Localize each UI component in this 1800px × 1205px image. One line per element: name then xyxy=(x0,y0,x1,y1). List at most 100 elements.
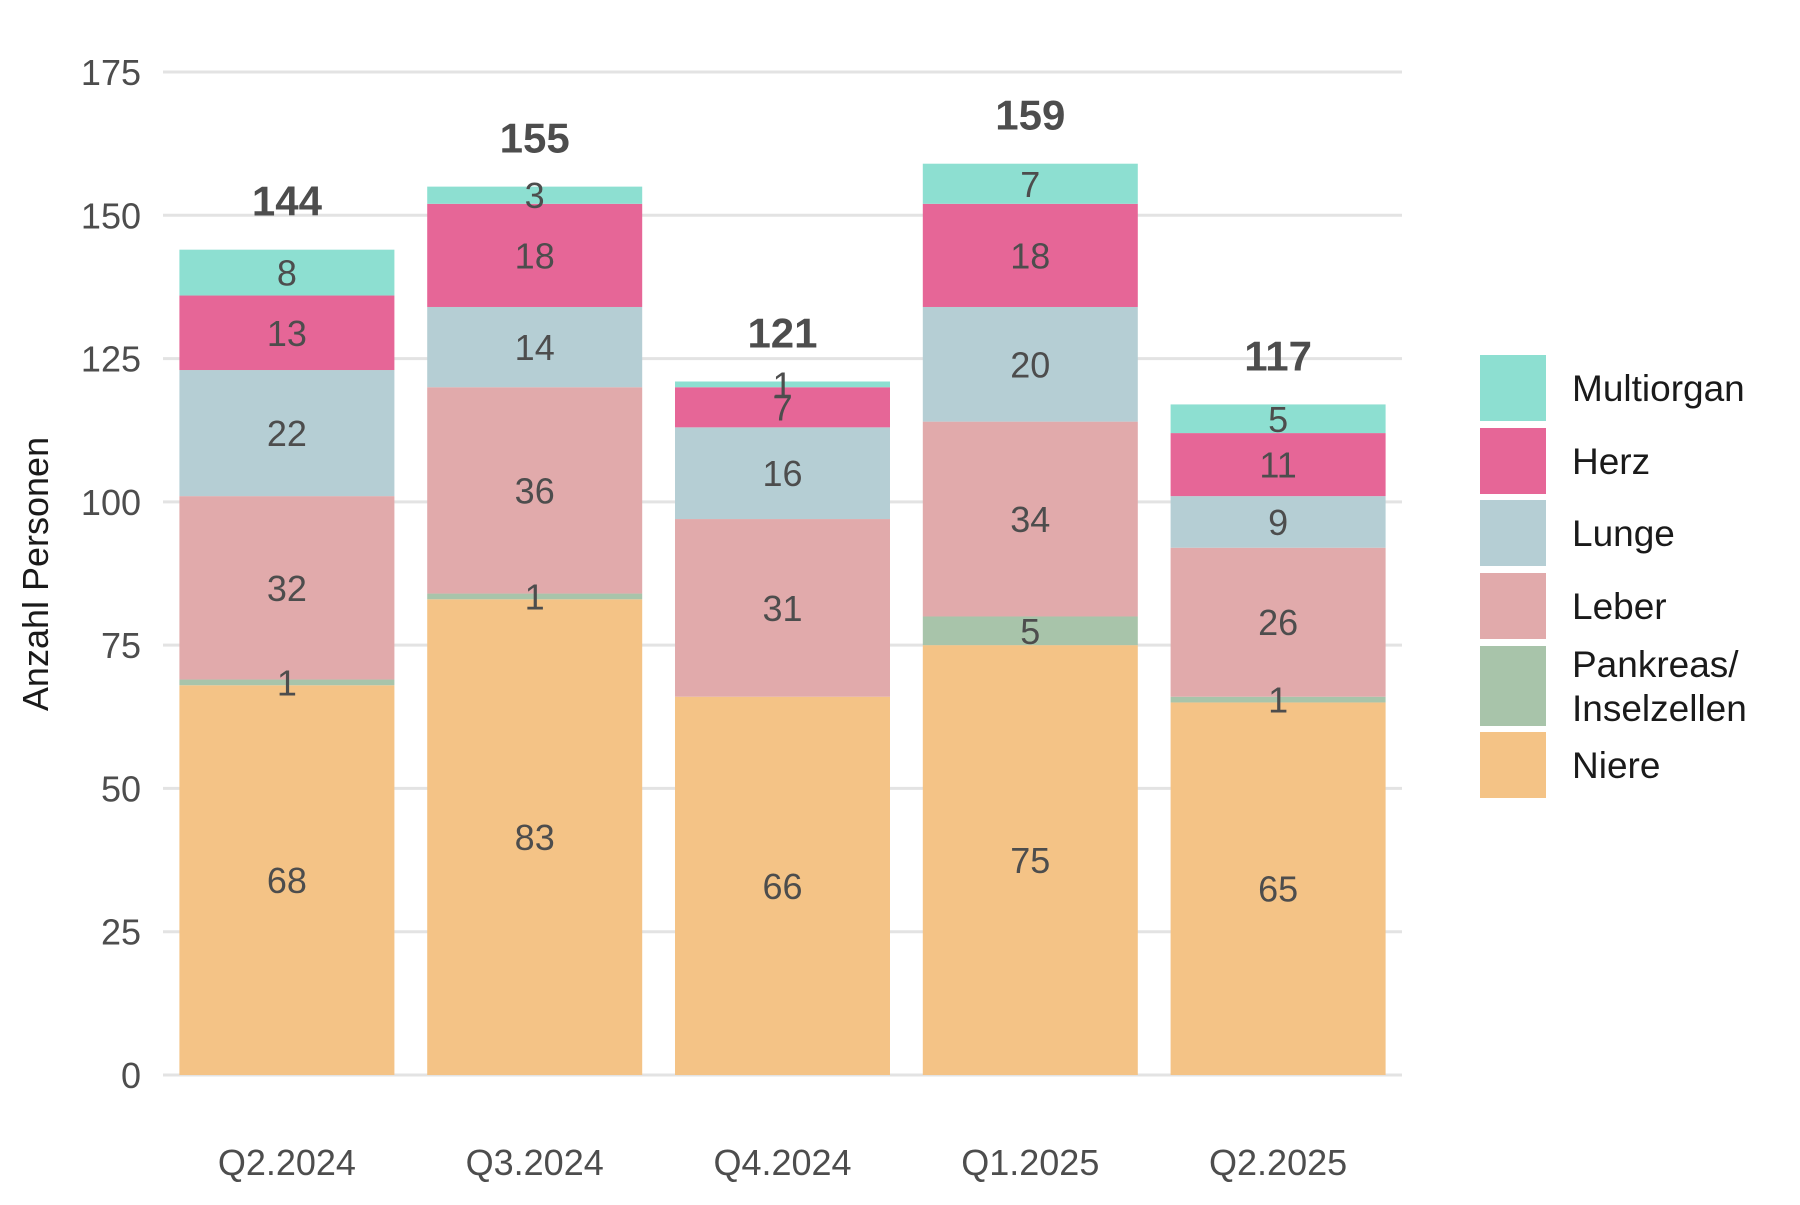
segment-value-label: 7 xyxy=(1020,164,1040,205)
bar-segment xyxy=(675,519,890,697)
bar-segment xyxy=(922,645,1138,1075)
x-tick-label: Q4.2024 xyxy=(713,1142,851,1183)
bar-total-label: 144 xyxy=(252,178,323,225)
legend-label: Inselzellen xyxy=(1572,688,1747,729)
bar-segment xyxy=(1170,547,1386,697)
bar-segment xyxy=(675,427,890,520)
legend-label: Niere xyxy=(1572,745,1660,786)
x-tick-label: Q2.2024 xyxy=(218,1142,356,1183)
y-tick-label: 0 xyxy=(121,1055,141,1096)
segment-value-label: 22 xyxy=(267,413,307,454)
segment-value-label: 66 xyxy=(762,866,802,907)
bar-segment xyxy=(922,421,1138,617)
segment-value-label: 1 xyxy=(525,576,545,617)
y-tick-label: 75 xyxy=(101,625,141,666)
bar-segment xyxy=(179,679,395,686)
bar-segment xyxy=(1170,702,1386,1075)
bar-total-label: 159 xyxy=(995,92,1065,139)
segment-value-label: 34 xyxy=(1010,499,1050,540)
y-tick-label: 175 xyxy=(81,52,141,93)
bar-segment xyxy=(427,306,643,388)
legend-item: Multiorgan xyxy=(1480,355,1745,421)
legend-label: Lunge xyxy=(1572,513,1675,554)
bar-segment xyxy=(1170,404,1386,434)
segment-value-label: 65 xyxy=(1258,869,1298,910)
y-tick-label: 25 xyxy=(101,912,141,953)
legend-swatch xyxy=(1480,355,1546,421)
bars-layer xyxy=(179,163,1386,1075)
legend-item: Niere xyxy=(1480,732,1660,798)
x-tick-label: Q2.2025 xyxy=(1209,1142,1347,1183)
bar-segment xyxy=(675,696,890,1075)
axis-layer: Anzahl Personen 0255075100125150175Q2.20… xyxy=(15,52,1347,1183)
segment-value-label: 1 xyxy=(1268,680,1288,721)
segment-value-label: 32 xyxy=(267,568,307,609)
segment-value-label: 5 xyxy=(1020,611,1040,652)
bar-segment xyxy=(179,370,395,497)
y-tick-label: 150 xyxy=(81,195,141,236)
legend-item: Herz xyxy=(1480,428,1650,494)
legend-swatch xyxy=(1480,646,1546,726)
bar-total-label: 121 xyxy=(747,309,817,356)
bar-segment xyxy=(675,387,890,428)
segment-value-label: 7 xyxy=(772,387,792,428)
segment-value-label: 20 xyxy=(1010,344,1050,385)
bar-segment xyxy=(427,599,643,1075)
legend-swatch xyxy=(1480,732,1546,798)
segment-value-label: 1 xyxy=(772,364,792,405)
legend-label: Pankreas/ xyxy=(1572,644,1739,685)
bar-segment xyxy=(179,249,395,296)
legend-swatch xyxy=(1480,573,1546,639)
segment-value-label: 68 xyxy=(267,860,307,901)
segment-value-label: 26 xyxy=(1258,602,1298,643)
bar-total-label: 155 xyxy=(500,115,570,162)
labels-layer: 6813222138144831361418315566311671121755… xyxy=(252,92,1312,910)
bar-segment xyxy=(1170,433,1386,497)
legend-swatch xyxy=(1480,428,1546,494)
legend-item: Leber xyxy=(1480,573,1667,639)
segment-value-label: 13 xyxy=(267,313,307,354)
bar-segment xyxy=(1170,696,1386,703)
y-tick-label: 50 xyxy=(101,768,141,809)
segment-value-label: 8 xyxy=(277,253,297,294)
segment-value-label: 75 xyxy=(1010,840,1050,881)
bar-segment xyxy=(922,203,1138,307)
legend-label: Leber xyxy=(1572,586,1667,627)
bar-segment xyxy=(427,186,643,204)
segment-value-label: 9 xyxy=(1268,502,1288,543)
bar-segment xyxy=(179,496,395,680)
segment-value-label: 36 xyxy=(515,470,555,511)
legend-label: Herz xyxy=(1572,441,1650,482)
legend-item: Pankreas/Inselzellen xyxy=(1480,644,1747,729)
bar-segment xyxy=(1170,496,1386,548)
legend-label: Multiorgan xyxy=(1572,368,1745,409)
y-axis-title: Anzahl Personen xyxy=(15,437,56,711)
x-tick-label: Q3.2024 xyxy=(466,1142,604,1183)
y-tick-label: 125 xyxy=(81,339,141,380)
segment-value-label: 14 xyxy=(515,327,555,368)
legend: Multiorgan Herz Lunge Leber Pankreas/Inselze… xyxy=(1480,355,1747,798)
segment-value-label: 16 xyxy=(762,453,802,494)
x-tick-label: Q1.2025 xyxy=(961,1142,1099,1183)
bar-segment xyxy=(675,381,890,388)
y-tick-label: 100 xyxy=(81,482,141,523)
segment-value-label: 5 xyxy=(1268,399,1288,440)
bar-segment xyxy=(179,685,395,1075)
segment-value-label: 18 xyxy=(515,235,555,276)
bar-segment xyxy=(427,593,643,600)
bar-segment xyxy=(922,306,1138,422)
bar-segment xyxy=(179,295,395,371)
bar-total-label: 117 xyxy=(1244,332,1312,379)
segment-value-label: 83 xyxy=(515,817,555,858)
bar-segment xyxy=(922,616,1138,646)
legend-item: Lunge xyxy=(1480,500,1675,566)
bar-segment xyxy=(922,163,1138,204)
segment-value-label: 11 xyxy=(1259,445,1296,486)
segment-value-label: 3 xyxy=(525,175,545,216)
segment-value-label: 31 xyxy=(762,588,802,629)
segment-value-label: 1 xyxy=(277,662,297,703)
bar-segment xyxy=(427,203,643,307)
segment-value-label: 18 xyxy=(1010,235,1050,276)
